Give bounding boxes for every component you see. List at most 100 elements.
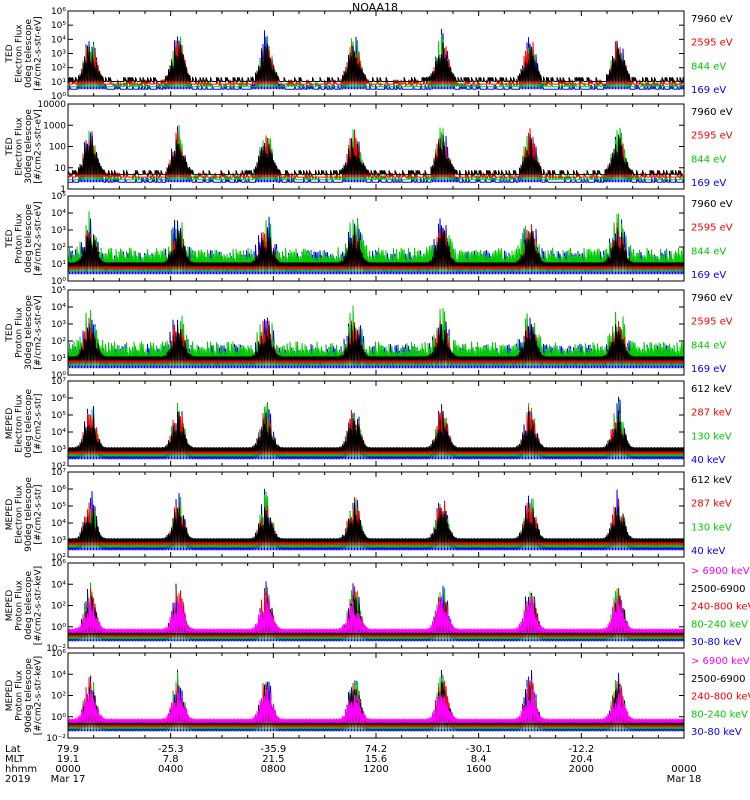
panel-traces (68, 124, 684, 183)
y-axis-label: 0deg telescope (24, 19, 34, 89)
series-trace (68, 34, 683, 88)
y-axis-label: TED (5, 44, 15, 63)
series-trace (68, 685, 684, 724)
y-tick-label: 10³ (51, 536, 66, 546)
series-trace (68, 502, 684, 543)
panel-5: 10² 10³ 10⁴ 10⁵ 10⁶ 10⁷ MEPED Electron Flux 0deg… (5, 377, 732, 472)
y-tick-label: 10³ (51, 320, 66, 330)
y-axis-label: TED (5, 229, 15, 248)
footer-mlt-value: 20.4 (570, 754, 592, 765)
y-tick-label: 10⁵ (51, 21, 66, 31)
footer-lat-value: -12.2 (568, 744, 594, 755)
legend-entry: 169 eV (691, 85, 726, 96)
y-axis-label: Proton Flux (15, 307, 25, 358)
y-tick-label: 100 (49, 143, 66, 153)
y-tick-label: 10² (51, 692, 66, 702)
y-tick-label: 10² (51, 337, 66, 347)
y-axis-label: 0deg telescope (24, 571, 34, 641)
y-tick-label: 10⁵ (51, 286, 66, 296)
y-axis-label: 30deg telescope (24, 295, 34, 370)
y-tick-label: 10⁰ (51, 92, 66, 102)
legend-entry: 7960 eV (691, 199, 733, 210)
legend-entry: 130 keV (691, 431, 732, 442)
panel-2: 1 10 100 1000 10000 TED Electron Flux 30deg tel… (5, 100, 733, 195)
y-axis-label: Electron Flux (15, 24, 25, 83)
y-tick-label: 10² (51, 64, 66, 74)
y-axis-label: MEPED (5, 590, 15, 622)
y-tick-label: 10² (51, 553, 66, 563)
footer-hhmm-value: 2000 (569, 764, 594, 775)
footer-mlt-value: 15.6 (365, 754, 387, 765)
footer-lat-value: -35.9 (260, 744, 286, 755)
series-trace (68, 225, 684, 267)
footer-lat-value: 79.9 (57, 744, 79, 755)
y-axis-label: Proton Flux (15, 580, 25, 631)
footer-mlt-value: 7.8 (163, 754, 179, 765)
footer-mlt-value: 8.4 (471, 754, 487, 765)
legend-entry: 80-240 keV (691, 619, 748, 630)
footer-row-label: 2019 (5, 774, 30, 785)
y-axis-label: [#/cm2-s-str-eV] (34, 201, 44, 276)
y-axis-label: Proton Flux (15, 670, 25, 721)
footer-hhmm-value: 1600 (466, 764, 491, 775)
legend-entry: 7960 eV (691, 107, 733, 118)
legend-entry: 287 keV (691, 408, 732, 419)
legend-entry: 169 eV (691, 178, 726, 189)
y-tick-label: 10⁶ (51, 649, 66, 659)
legend-entry: 844 eV (691, 340, 726, 351)
y-tick-label: 10⁴ (51, 519, 66, 529)
series-trace (68, 40, 684, 85)
panel-traces (68, 305, 684, 369)
series-trace (68, 595, 684, 634)
y-axis-label: 0deg telescope (24, 204, 34, 274)
y-axis-label: MEPED (5, 499, 15, 531)
y-axis-label: Proton Flux (15, 213, 25, 264)
y-tick-label: 10⁰ (51, 277, 66, 287)
legend-entry: 169 eV (691, 364, 726, 375)
legend-entry: 844 eV (691, 61, 726, 72)
y-tick-label: 10³ (51, 50, 66, 60)
footer-date-value: Mar 18 (667, 774, 702, 785)
y-tick-label: 10³ (51, 226, 66, 236)
footer-row-label: hhmm (5, 764, 37, 775)
y-tick-label: 10⁰ (51, 371, 66, 381)
series-trace (68, 497, 684, 546)
y-tick-label: 1 (60, 185, 66, 195)
y-axis-label: 30deg telescope (24, 109, 34, 184)
y-axis-label: [#/cm2-s-str-eV] (34, 109, 44, 184)
panel-4: 10⁰ 10¹ 10² 10³ 10⁴ 10⁵ TED Proton Flux 30deg te… (5, 286, 733, 381)
panel-1: 10⁰ 10¹ 10² 10³ 10⁴ 10⁵ 10⁶ TED Electron Flux 0de… (5, 7, 733, 102)
footer-mlt-value: 19.1 (57, 754, 79, 765)
panel-8: 10⁻² 10⁰ 10² 10⁴ 10⁶ MEPED Proton Flux 90deg te… (5, 649, 750, 744)
y-tick-label: 10⁶ (51, 394, 66, 404)
series-trace (68, 134, 683, 176)
y-tick-label: 10¹ (51, 260, 66, 270)
y-axis-label: [#/cm2-s-str] (34, 393, 44, 453)
legend-entry: 2595 eV (691, 317, 733, 328)
y-tick-label: 10 (55, 164, 67, 174)
y-tick-label: 10000 (37, 100, 66, 110)
y-tick-label: 10⁰ (51, 623, 66, 633)
legend-entry: > 6900 keV (691, 656, 750, 667)
legend-entry: 240-800 keV (691, 692, 750, 703)
y-axis-label: 90deg telescope (24, 658, 34, 733)
panel-traces (68, 488, 684, 551)
series-trace (68, 323, 684, 361)
footer-date-value: Mar 17 (51, 774, 86, 785)
series-trace (68, 406, 684, 455)
legend-entry: 30-80 keV (691, 727, 742, 738)
footer-hhmm-value: 0000 (55, 764, 80, 775)
y-axis-label: Electron Flux (15, 117, 25, 176)
y-axis-label: [#/cm2-s-str-eV] (34, 295, 44, 370)
legend-entry: 169 eV (691, 270, 726, 281)
y-tick-label: 10⁶ (51, 559, 66, 569)
legend-entry: 30-80 keV (691, 637, 742, 648)
y-tick-label: 10⁰ (51, 713, 66, 723)
legend-entry: 2595 eV (691, 223, 733, 234)
y-tick-label: 10⁴ (51, 580, 66, 590)
legend-entry: 2595 eV (691, 38, 733, 49)
footer-mlt-value: 21.5 (262, 754, 284, 765)
y-tick-label: 10⁻² (46, 734, 66, 744)
y-tick-label: 10⁴ (51, 670, 66, 680)
